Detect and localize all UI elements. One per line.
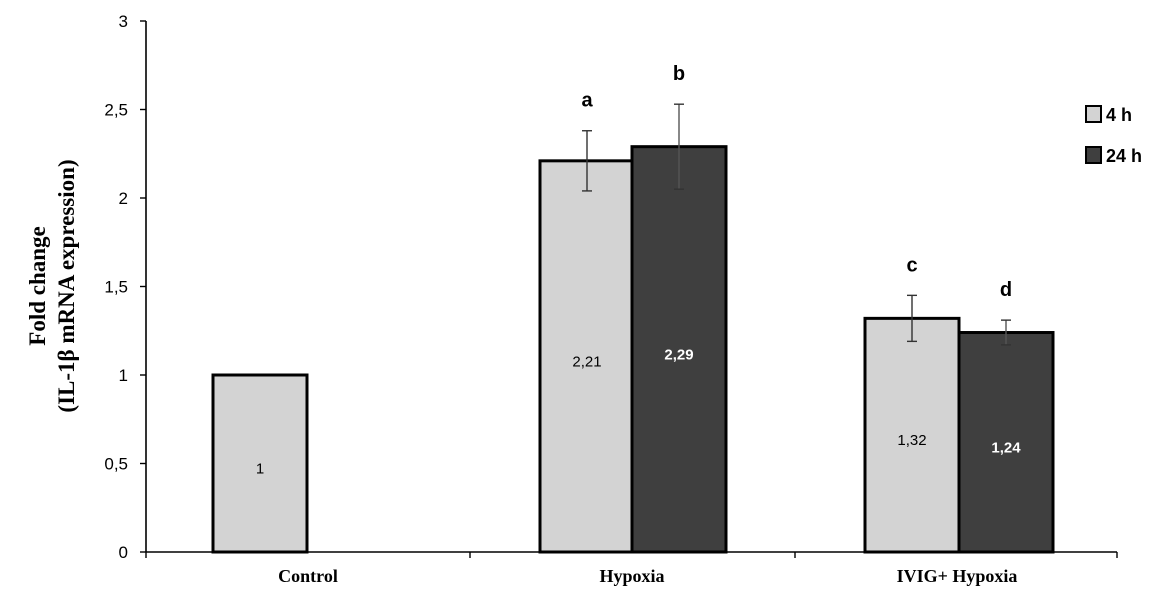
- legend-label: 4 h: [1106, 105, 1132, 125]
- y-axis-label-line: Fold change: [25, 226, 50, 345]
- y-tick-label: 0,5: [104, 455, 128, 474]
- bar-value-label: 1,24: [991, 439, 1021, 456]
- y-tick-label: 2: [119, 189, 128, 208]
- y-axis-label-line: (IL-1β mRNA expression): [54, 159, 79, 412]
- bar: [863, 316, 961, 554]
- bar: [211, 373, 309, 554]
- bar-value-label: 1: [256, 461, 264, 478]
- category-labels: Control Hypoxia IVIG+ Hypoxia: [278, 566, 1017, 586]
- category-label: Hypoxia: [599, 566, 664, 586]
- y-tick-label: 3: [119, 12, 128, 31]
- legend-label: 24 h: [1106, 146, 1142, 166]
- legend-swatch: [1085, 105, 1102, 123]
- significance-label: a: [581, 90, 593, 112]
- legend: 4 h 24 h: [1085, 105, 1142, 166]
- y-tick-label: 2,5: [104, 101, 128, 120]
- significance-label: b: [673, 63, 685, 85]
- category-label: IVIG+ Hypoxia: [897, 566, 1018, 586]
- y-ticks: 0 0,5 1 1,5 2 2,5 3: [104, 12, 146, 562]
- bar-value-label: 2,29: [664, 346, 693, 363]
- bar: [957, 331, 1055, 554]
- bar: [630, 145, 728, 554]
- y-axis-label: Fold change (IL-1β mRNA expression): [25, 159, 79, 412]
- bar-value-label: 1,32: [897, 432, 926, 449]
- y-tick-label: 0: [119, 543, 128, 562]
- bar-value-label: 2,21: [572, 353, 601, 370]
- significance-label: c: [906, 254, 917, 276]
- category-label: Control: [278, 566, 338, 586]
- y-tick-label: 1,5: [104, 278, 128, 297]
- legend-swatch: [1085, 146, 1102, 164]
- y-tick-label: 1: [119, 366, 128, 385]
- bars: 1 2,21 a 1,32 c 2,29 b 1,24 d: [211, 63, 1055, 554]
- bar: [538, 159, 636, 554]
- significance-label: d: [1000, 279, 1012, 301]
